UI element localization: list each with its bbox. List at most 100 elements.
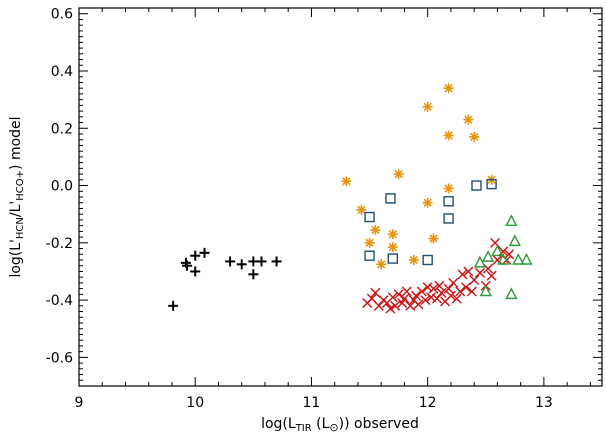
cross-point — [469, 275, 480, 286]
cross-point — [463, 266, 474, 277]
cross-point — [426, 292, 437, 303]
cross-point — [431, 293, 442, 304]
x-tick-label: 12 — [419, 395, 437, 411]
asterisk-point — [387, 242, 398, 253]
cross-point — [457, 269, 468, 280]
cross-point — [448, 277, 459, 288]
x-tick-label: 10 — [186, 395, 204, 411]
cross-point — [490, 237, 501, 248]
asterisk-point — [443, 183, 454, 194]
square-point — [422, 254, 433, 266]
plus-point — [199, 247, 210, 258]
asterisk-point — [463, 114, 474, 125]
x-tick-label: 13 — [535, 395, 553, 411]
cross-point — [451, 293, 462, 304]
cross-point — [416, 286, 427, 297]
cross-point — [434, 280, 445, 291]
asterisk-point — [356, 204, 367, 215]
cross-point — [413, 299, 424, 310]
y-tick-label: -0.6 — [46, 350, 73, 366]
cross-point — [401, 286, 412, 297]
cross-point — [486, 270, 497, 281]
cross-point — [373, 300, 384, 311]
cross-point — [393, 289, 404, 300]
asterisk-point — [341, 176, 352, 187]
plus-point — [225, 256, 236, 267]
data-points — [168, 83, 533, 314]
cross-point — [455, 286, 466, 297]
y-tick-label: 0.4 — [51, 64, 73, 80]
square-point — [385, 193, 396, 204]
square-point — [364, 250, 375, 261]
asterisk-point — [387, 229, 398, 240]
cross-point — [399, 293, 410, 304]
cross-point — [461, 282, 472, 293]
asterisk-point — [393, 169, 404, 180]
asterisk-point — [443, 130, 454, 141]
plus-point — [256, 256, 267, 267]
cross-point — [443, 283, 454, 294]
x-tick-label: 9 — [75, 395, 84, 411]
square-point — [443, 213, 454, 224]
plus-point — [236, 259, 247, 270]
square-point — [387, 253, 398, 264]
asterisk-point — [408, 255, 419, 265]
cross-point — [445, 290, 456, 301]
triangle-point — [520, 252, 533, 265]
cross-point — [390, 300, 401, 311]
asterisk-point — [364, 237, 375, 248]
triangle-point — [505, 214, 518, 227]
cross-point — [492, 255, 503, 265]
cross-point — [411, 290, 422, 301]
cross-point — [474, 267, 485, 278]
asterisk-point — [376, 259, 387, 270]
cross-point — [385, 303, 396, 314]
cross-point — [387, 292, 398, 303]
cross-point — [498, 246, 509, 257]
plus-point — [190, 250, 201, 261]
asterisk-point — [370, 224, 381, 235]
asterisk-point — [422, 197, 433, 208]
cross-point — [422, 282, 433, 293]
triangle-point — [508, 234, 521, 247]
y-tick-label: 0.6 — [51, 7, 73, 23]
asterisk-point — [428, 233, 439, 244]
cross-point — [504, 249, 515, 260]
cross-point — [420, 295, 431, 306]
triangle-point — [473, 255, 487, 268]
triangle-point — [497, 252, 510, 265]
cross-point — [483, 263, 494, 274]
plus-point — [182, 260, 193, 271]
triangle-point — [512, 252, 525, 265]
triangle-point — [481, 250, 495, 262]
plus-point — [248, 269, 259, 280]
triangle-point — [491, 244, 504, 257]
square-point — [443, 196, 454, 207]
plus-point — [271, 256, 282, 267]
triangle-point — [505, 287, 518, 300]
square-point — [486, 178, 497, 190]
axis-ticks: 9 10 11 12 13 0.6 0.4 0.2 0.0 -0.2 -0.4 -0.6 — [46, 7, 602, 411]
plot-frame — [78, 7, 603, 387]
y-tick-label: -0.2 — [46, 236, 73, 252]
triangle-point — [479, 284, 492, 297]
cross-point — [466, 286, 477, 297]
x-axis-title: log(LTIR (L⊙)) observed — [261, 416, 419, 434]
y-tick-label: 0.2 — [51, 121, 73, 137]
asterisk-point — [443, 83, 454, 94]
cross-point — [405, 300, 416, 311]
cross-point — [428, 283, 439, 294]
plus-point — [168, 300, 179, 311]
asterisk-point — [422, 101, 433, 112]
asterisk-point — [469, 131, 480, 142]
cross-point — [436, 287, 447, 298]
y-axis-title: log(L'HCN/L'HCO+) model — [8, 116, 26, 277]
y-tick-label: 0.0 — [51, 179, 73, 195]
plus-point — [190, 266, 201, 277]
x-tick-label: 11 — [303, 395, 321, 411]
square-point — [471, 180, 482, 191]
square-point — [364, 211, 375, 223]
y-tick-label: -0.4 — [46, 293, 73, 309]
cross-point — [370, 287, 381, 298]
